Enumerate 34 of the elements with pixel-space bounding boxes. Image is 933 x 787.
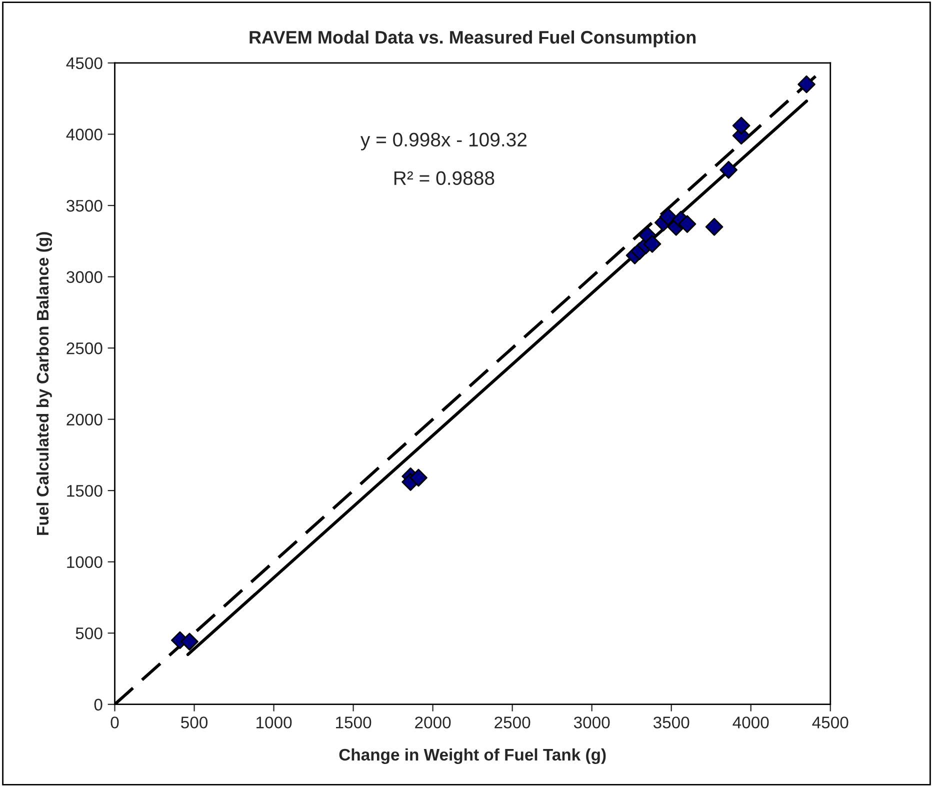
- point: [659, 208, 678, 226]
- x-tick-label: 3000: [574, 716, 610, 728]
- x-tick-label: 3500: [653, 716, 690, 728]
- y-tick-label: 2000: [66, 414, 102, 426]
- annotation: R² = 0.9888: [394, 171, 494, 186]
- annotation: y = 0.998x - 109.32: [360, 132, 526, 150]
- point: [798, 75, 816, 94]
- point: [705, 218, 724, 236]
- y-tick-label: 0: [94, 698, 102, 711]
- point: [720, 160, 738, 179]
- point: [643, 235, 662, 253]
- x-tick-label: 4000: [732, 716, 769, 728]
- x-tick-label: 4500: [812, 716, 848, 728]
- y-tick-label: 3500: [66, 200, 102, 212]
- x-axis-title: Change in Weight of Fuel Tank (g): [339, 748, 606, 764]
- chart-title: RAVEM Modal Data vs. Measured Fuel Consumption: [250, 30, 696, 48]
- y-tick-label: 500: [76, 628, 102, 640]
- x-tick-label: 2500: [494, 716, 530, 728]
- x-tick-label: 0: [110, 716, 119, 728]
- y-tick-label: 1000: [67, 556, 102, 568]
- point: [180, 632, 198, 651]
- x-tick-label: 1500: [336, 716, 372, 728]
- y-tick-label: 4500: [66, 57, 102, 70]
- point: [678, 215, 696, 233]
- x-tick-label: 1000: [256, 716, 292, 728]
- y-axis-title: Fuel Calculated by Carbon Balance (g): [36, 232, 52, 535]
- point: [732, 116, 750, 135]
- y-tick-label: 3000: [66, 271, 102, 283]
- y-tick-label: 2500: [66, 342, 102, 354]
- x-tick-label: 500: [181, 716, 208, 728]
- x-tick-label: 2000: [415, 716, 451, 728]
- y-tick-label: 4000: [66, 128, 102, 140]
- y-tick-label: 1500: [67, 484, 102, 497]
- point: [410, 468, 428, 487]
